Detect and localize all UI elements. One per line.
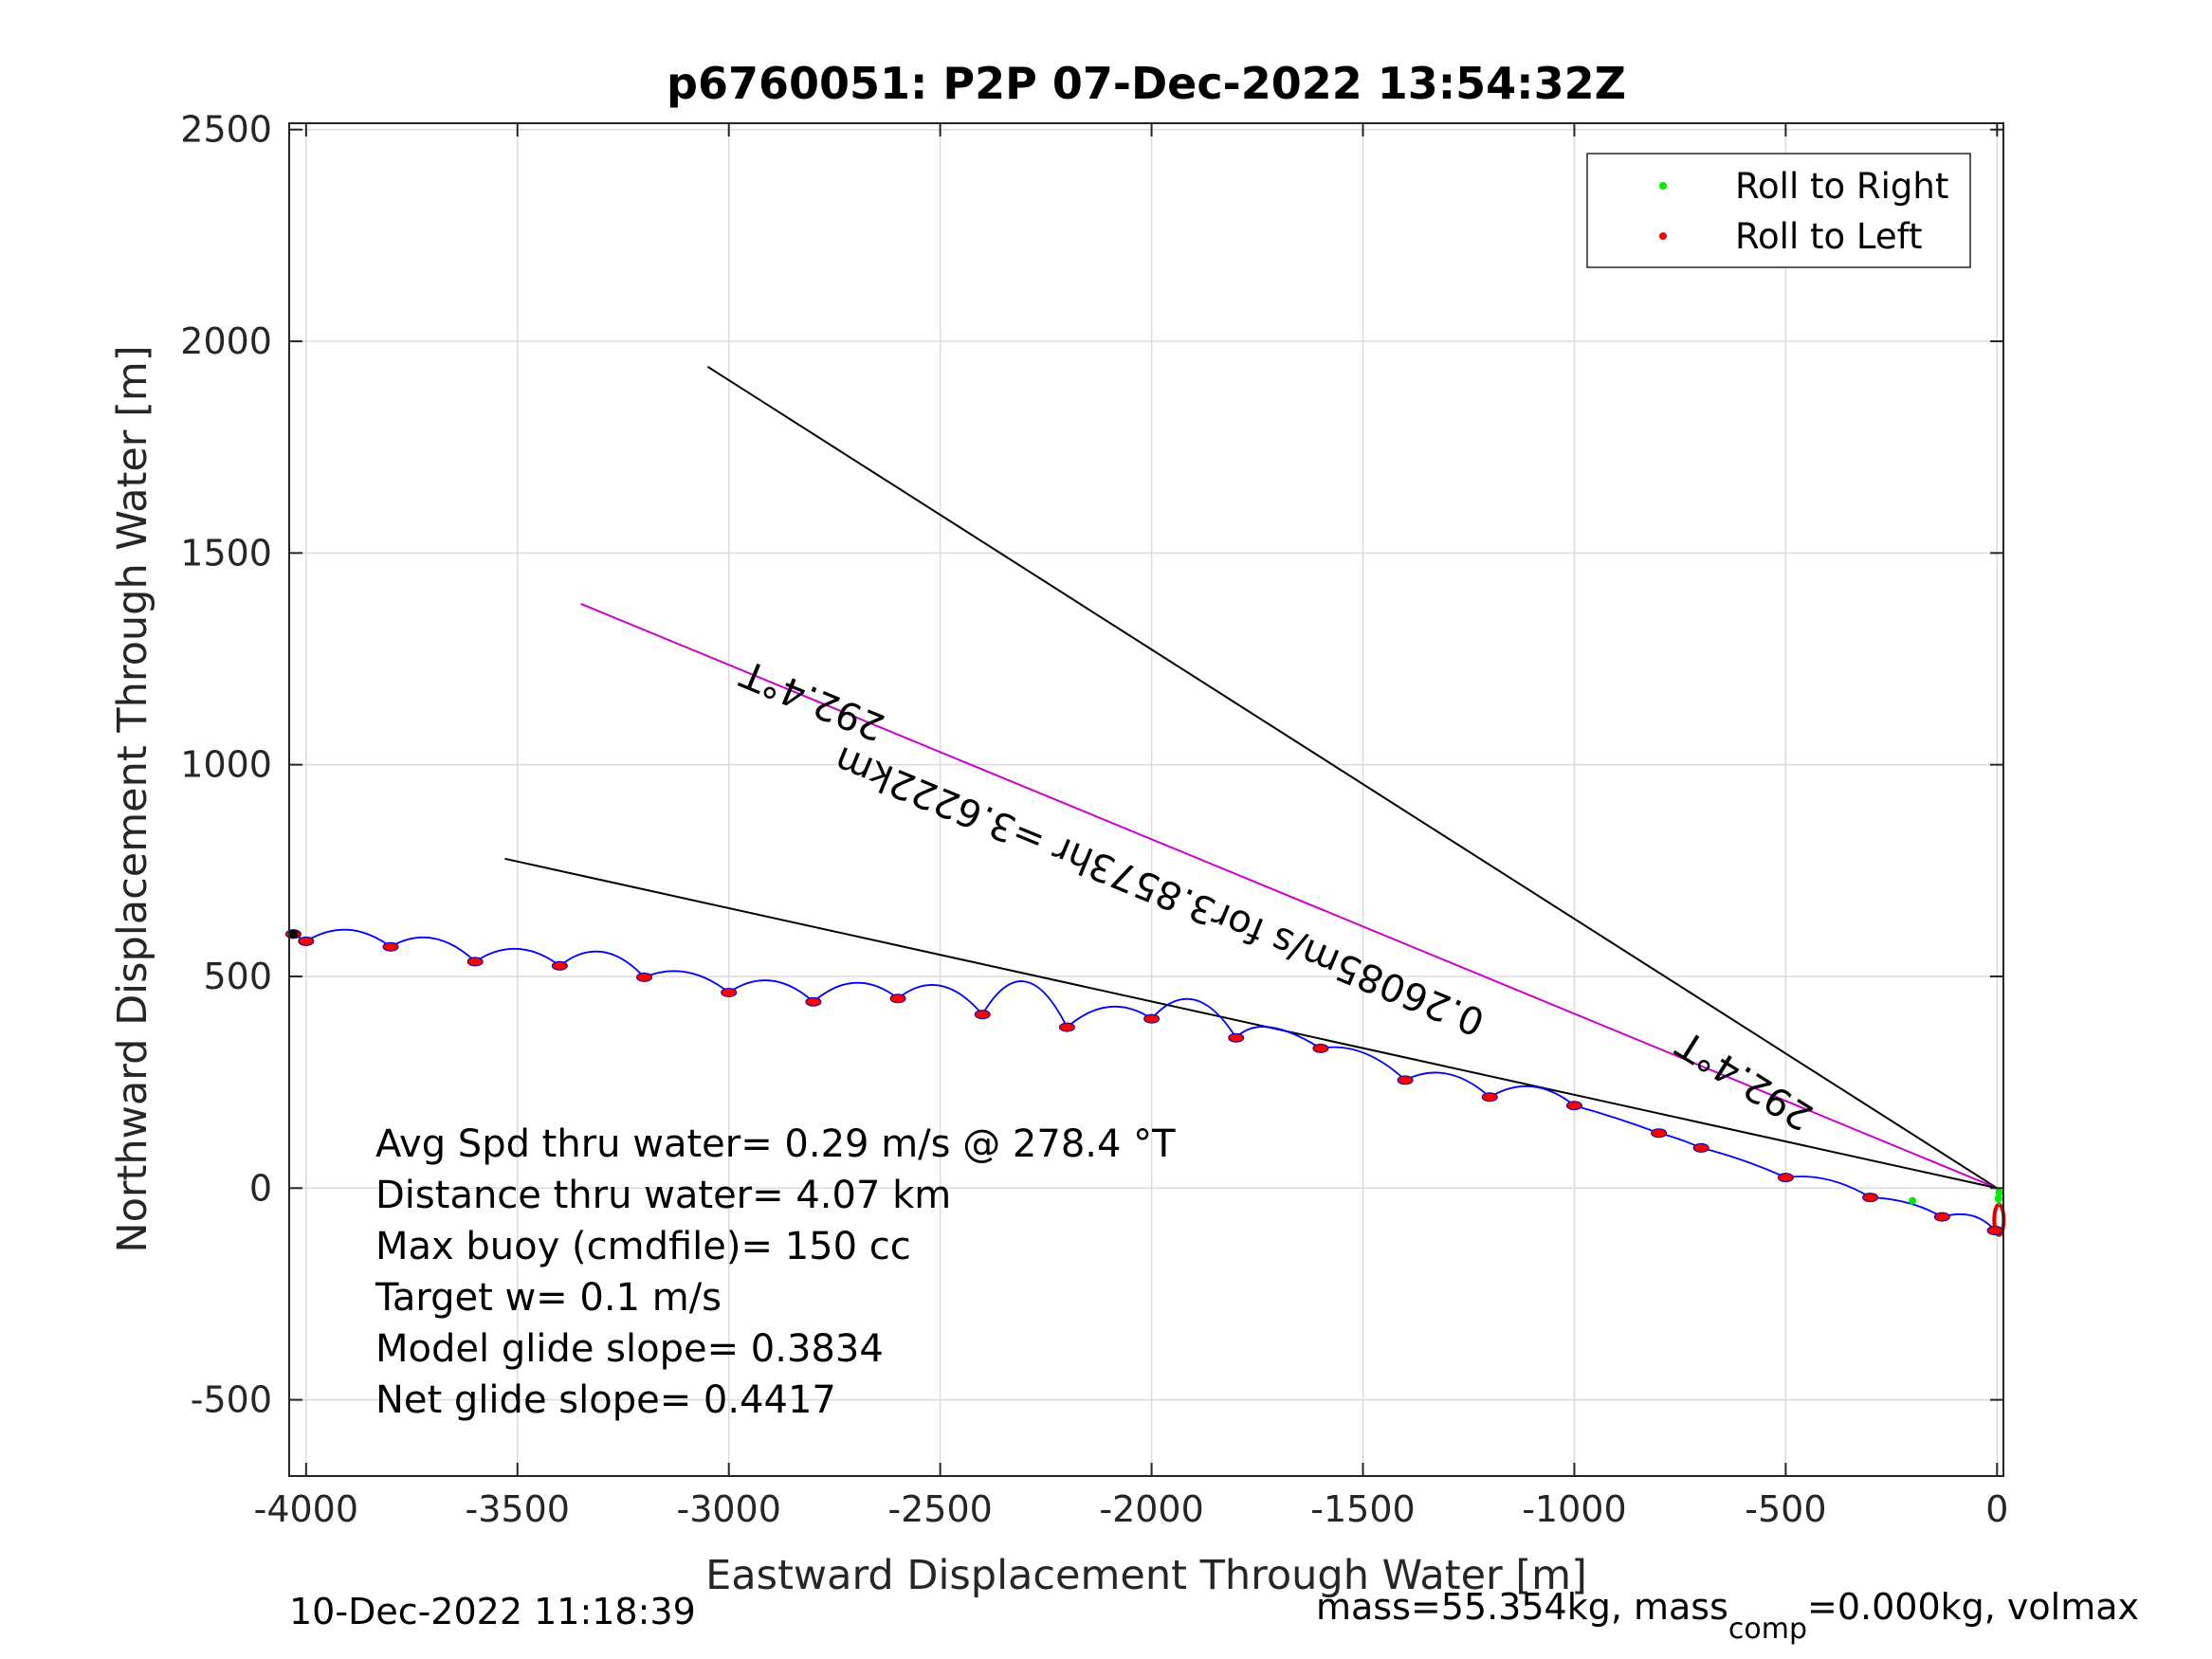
heading-line	[580, 603, 1998, 1190]
x-tick-label: -2500	[887, 1488, 992, 1530]
y-tick-label: 2500	[180, 109, 272, 151]
x-tick-label: -2000	[1099, 1488, 1203, 1530]
roll-left-marker	[1862, 1193, 1879, 1203]
legend-label-roll-left: Roll to Left	[1735, 216, 1923, 257]
y-tick-label: 1500	[180, 532, 272, 574]
axis-ticks	[289, 123, 2003, 1476]
footer-mass-info: mass=55.354kg, masscomp=0.000kg, volmax	[1316, 1586, 2139, 1646]
y-tick-label: -500	[191, 1379, 272, 1421]
x-axis-label: Eastward Displacement Through Water [m]	[705, 1552, 1587, 1599]
tick-labels: -4000 -3500 -3000 -2500 -2000 -1500 -1000 -500 0…	[180, 109, 2008, 1530]
roll-left-marker	[551, 960, 568, 971]
footer-timestamp: 10-Dec-2022 11:18:39	[289, 1591, 696, 1632]
footer-mass-subscript: comp	[1728, 1613, 1807, 1646]
heading-line	[504, 857, 1998, 1190]
y-tick-label: 500	[203, 956, 272, 997]
x-tick-label: -1000	[1522, 1488, 1626, 1530]
x-tick-label: 0	[1985, 1488, 2008, 1530]
roll-right-marker	[1909, 1196, 1917, 1205]
roll-left-marker	[382, 941, 399, 952]
chart-title: p6760051: P2P 07-Dec-2022 13:54:32Z	[667, 58, 1626, 109]
footer-mass-text: mass=55.354kg, mass	[1316, 1586, 1728, 1628]
legend-marker-roll-right	[1659, 182, 1667, 190]
stats-block: Avg Spd thru water= 0.29 m/s @ 278.4 °T …	[375, 1122, 1176, 1422]
plot-frame	[288, 122, 2004, 1477]
plot-background	[289, 123, 2003, 1476]
roll-left-marker	[721, 987, 738, 997]
stat-model-glide-slope: Model glide slope= 0.3834	[375, 1327, 884, 1371]
legend-label-roll-right: Roll to Right	[1735, 166, 1948, 207]
stat-distance: Distance thru water= 4.07 km	[375, 1174, 951, 1217]
y-tick-label: 1000	[180, 744, 272, 786]
roll-left-marker	[636, 972, 653, 982]
x-tick-label: -4000	[254, 1488, 358, 1530]
x-tick-label: -1500	[1310, 1488, 1415, 1530]
roll-left-marker	[1651, 1128, 1668, 1139]
roll-left-marker	[1312, 1043, 1329, 1053]
roll-left-marker	[1397, 1075, 1414, 1085]
roll-left-marker	[1565, 1101, 1582, 1111]
legend-box	[1586, 153, 1971, 268]
glider-track	[284, 928, 2006, 1237]
roll-right-marker	[1994, 1194, 2002, 1203]
legend: Roll to Right Roll to Left	[1586, 153, 1971, 268]
track-start-marker	[288, 929, 299, 939]
roll-left-marker	[974, 1010, 991, 1020]
roll-left-marker	[1777, 1173, 1794, 1183]
heading-line	[706, 365, 1998, 1190]
roll-left-marker	[1933, 1212, 1950, 1222]
y-tick-label: 0	[249, 1167, 272, 1209]
roll-left-marker	[1143, 1013, 1161, 1024]
x-tick-label: -3000	[676, 1488, 780, 1530]
roll-right-marker	[1995, 1188, 2003, 1196]
roll-left-marker	[805, 996, 822, 1007]
stat-max-buoy: Max buoy (cmdfile)= 150 cc	[375, 1225, 911, 1268]
legend-marker-roll-left	[1659, 232, 1667, 240]
y-tick-label: 2000	[180, 320, 272, 362]
x-tick-label: -500	[1745, 1488, 1826, 1530]
heading-lines	[504, 365, 1998, 1190]
roll-left-marker	[1481, 1092, 1498, 1103]
roll-left-marker	[1986, 1225, 2003, 1235]
x-tick-label: -3500	[466, 1488, 570, 1530]
grid-lines	[289, 123, 2003, 1476]
roll-left-marker	[466, 957, 484, 967]
stat-target-w: Target w= 0.1 m/s	[375, 1276, 722, 1320]
roll-left-marker	[1058, 1022, 1075, 1032]
roll-left-marker	[298, 936, 315, 946]
footer-mass-rest: =0.000kg, volmax	[1807, 1586, 2139, 1628]
stat-avg-speed: Avg Spd thru water= 0.29 m/s @ 278.4 °T	[375, 1122, 1176, 1166]
y-axis-label: Northward Displacement Through Water [m]	[109, 345, 156, 1252]
roll-left-marker	[1692, 1142, 1709, 1153]
stat-net-glide-slope: Net glide slope= 0.4417	[375, 1378, 836, 1422]
roll-left-marker	[889, 994, 906, 1004]
roll-left-marker	[1228, 1032, 1245, 1043]
